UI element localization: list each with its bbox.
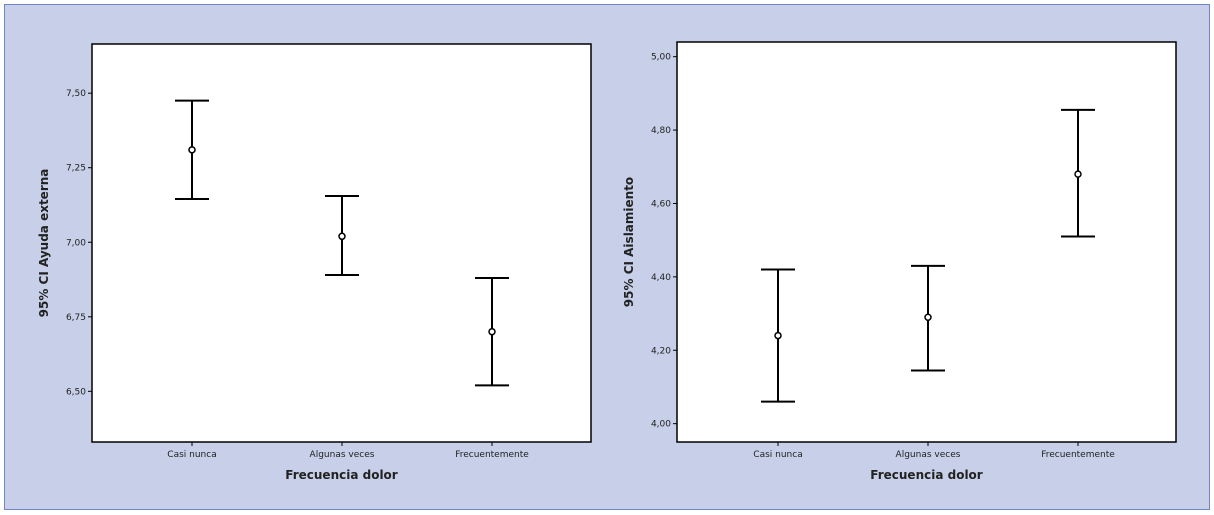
y-tick-label: 7,25 [66,164,86,174]
mean-point [188,146,196,154]
mean-point [924,313,932,321]
mean-point [1074,170,1082,178]
x-tick-label: Frecuentemente [455,450,529,460]
y-tick-label: 7,50 [66,89,86,99]
plot-area [676,41,1177,443]
y-tick-label: 6,75 [66,313,86,323]
y-tick-label: 6,50 [66,387,86,397]
mean-point [338,232,346,241]
y-tick-label: 4,80 [651,126,671,136]
mean-point [774,331,782,340]
x-tick-label: Frecuentemente [1041,450,1115,460]
y-tick-label: 5,00 [651,53,671,63]
x-axis-title: Frecuencia dolor [870,468,983,482]
x-tick-label: Casi nunca [167,450,216,460]
mean-point [488,327,496,336]
y-tick-label: 7,00 [66,238,86,248]
y-tick-label: 4,00 [651,420,671,430]
x-tick-label: Algunas veces [896,450,961,460]
y-tick-label: 4,40 [651,273,671,283]
y-tick-label: 4,20 [651,346,671,356]
x-tick-label: Algunas veces [310,450,375,460]
y-axis-title: 95% CI Aislamiento [622,177,636,307]
chart-aislamiento: 4,00 4,20 4,40 4,60 4,80 5,00 Casi nunca Alguna… [622,41,1177,482]
y-axis-title: 95% CI Ayuda externa [37,169,51,318]
chart-ayuda-externa: 6,50 6,75 7,00 7,25 7,50 Casi nunca Algunas ve… [37,43,592,482]
x-tick-label: Casi nunca [753,450,802,460]
y-tick-label: 4,60 [651,199,671,209]
x-axis-title: Frecuencia dolor [285,468,398,482]
